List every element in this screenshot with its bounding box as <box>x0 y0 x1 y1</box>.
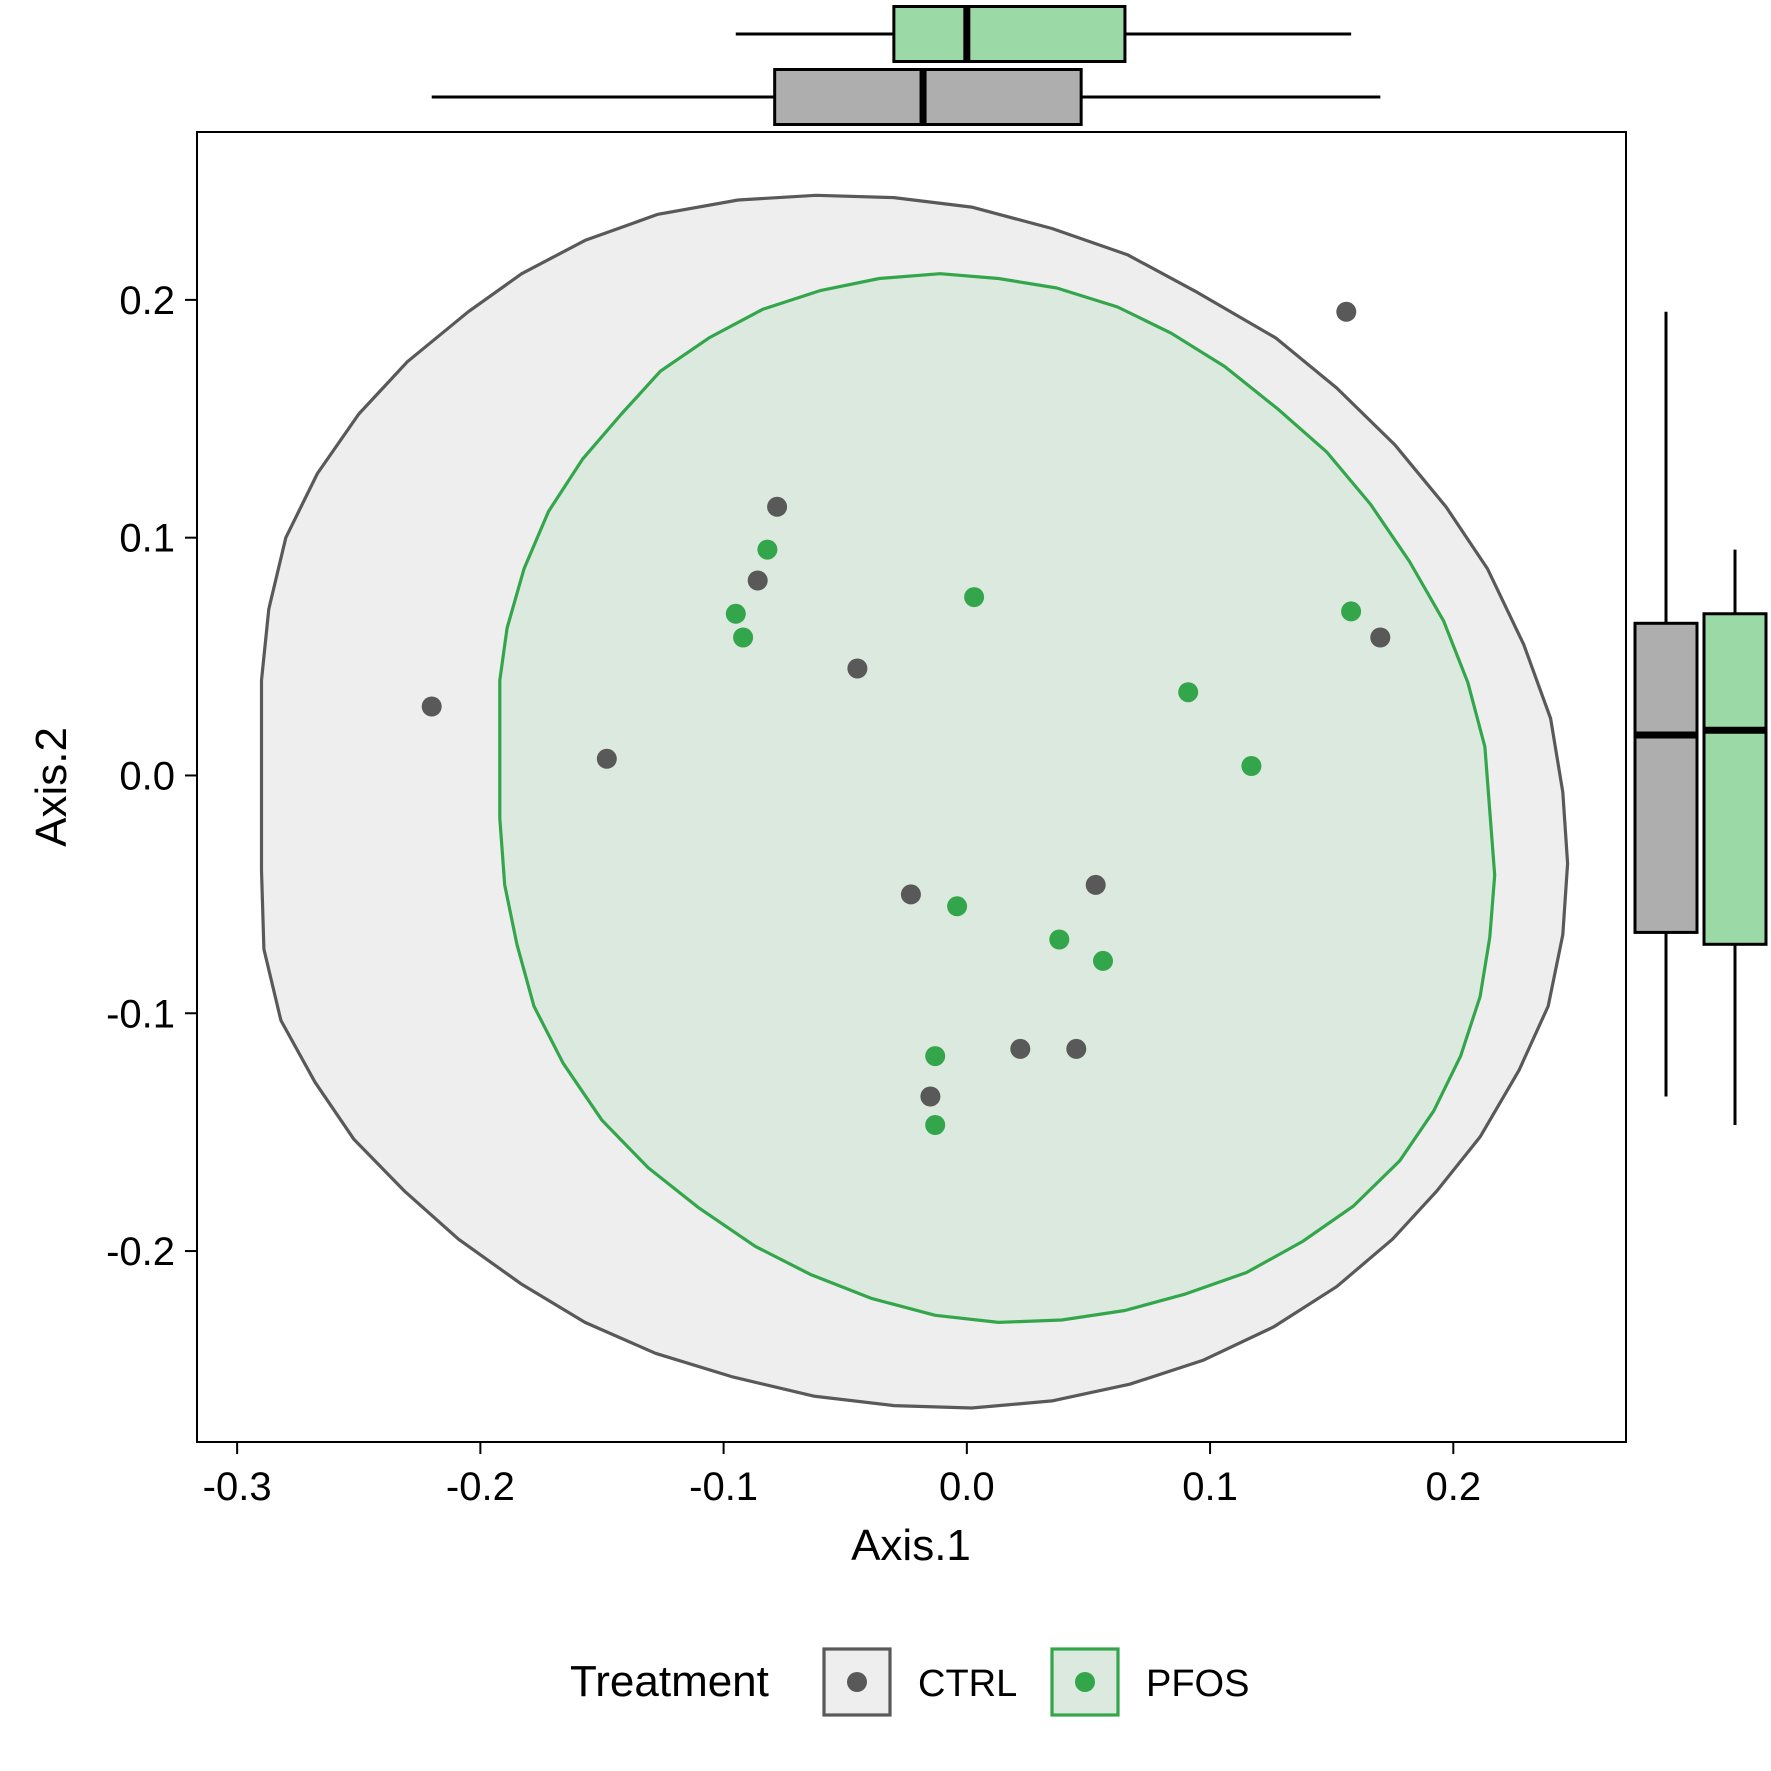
point-pfos-9 <box>1093 950 1113 971</box>
point-ctrl-6 <box>1370 627 1391 648</box>
x-tick-label: -0.2 <box>446 1465 515 1509</box>
confidence-ellipses <box>259 193 1570 1410</box>
point-ctrl-11 <box>920 1086 941 1107</box>
point-pfos-2 <box>733 627 754 648</box>
x-tick-label: -0.3 <box>203 1465 272 1509</box>
y-tick-label: 0.0 <box>119 754 175 798</box>
legend-title: Treatment <box>570 1657 769 1706</box>
point-pfos-5 <box>1178 682 1199 703</box>
y-axis: -0.2 -0.1 0.0 0.1 0.2 <box>106 279 197 1274</box>
boxplot-right-box-ctrl <box>1633 621 1699 934</box>
point-ctrl-3 <box>847 658 868 679</box>
point-ctrl-5 <box>596 748 617 769</box>
point-pfos-0 <box>757 539 778 560</box>
x-tick-label: 0.1 <box>1182 1465 1238 1509</box>
point-ctrl-4 <box>421 696 442 717</box>
ellipse-pfos <box>498 272 1497 1325</box>
y-tick-label: -0.1 <box>106 992 175 1036</box>
boxplot-top-box-pfos <box>892 5 1127 63</box>
legend: Treatment CTRL PFOS <box>570 1647 1249 1717</box>
point-pfos-7 <box>947 896 968 917</box>
point-pfos-1 <box>725 603 746 624</box>
legend-label-ctrl: CTRL <box>918 1663 1017 1705</box>
point-pfos-3 <box>964 587 985 608</box>
point-ctrl-2 <box>747 570 768 591</box>
x-axis-title: Axis.1 <box>851 1521 971 1570</box>
point-ctrl-10 <box>1066 1038 1087 1059</box>
x-axis: -0.3 -0.2 -0.1 0.0 0.1 0.2 <box>203 1442 1481 1509</box>
point-ctrl-9 <box>1010 1038 1031 1059</box>
x-tick-label: 0.2 <box>1425 1465 1481 1509</box>
point-ctrl-0 <box>1336 301 1357 322</box>
top-marginal-boxplots <box>431 5 1381 126</box>
point-ctrl-7 <box>900 884 921 905</box>
point-pfos-8 <box>1049 929 1070 950</box>
right-marginal-boxplots <box>1633 311 1768 1126</box>
point-ctrl-8 <box>1085 874 1106 895</box>
y-tick-label: 0.2 <box>119 279 175 323</box>
point-ctrl-1 <box>767 496 788 517</box>
x-tick-label: -0.1 <box>689 1465 758 1509</box>
boxplot-top-box-ctrl <box>773 68 1083 126</box>
legend-key-dot-ctrl <box>847 1672 867 1692</box>
plot-panel-border <box>196 131 1627 1443</box>
data-points <box>421 301 1391 1135</box>
boxplot-right-box-pfos <box>1702 612 1768 946</box>
point-pfos-4 <box>1341 601 1362 622</box>
point-pfos-10 <box>925 1046 946 1067</box>
y-tick-label: 0.1 <box>119 517 175 561</box>
y-axis-title: Axis.2 <box>27 727 76 847</box>
legend-label-pfos: PFOS <box>1146 1663 1249 1705</box>
point-pfos-6 <box>1241 756 1262 776</box>
y-tick-label: -0.2 <box>106 1230 175 1274</box>
legend-key-dot-pfos <box>1075 1672 1095 1692</box>
x-tick-label: 0.0 <box>939 1465 995 1509</box>
point-pfos-11 <box>925 1115 946 1135</box>
